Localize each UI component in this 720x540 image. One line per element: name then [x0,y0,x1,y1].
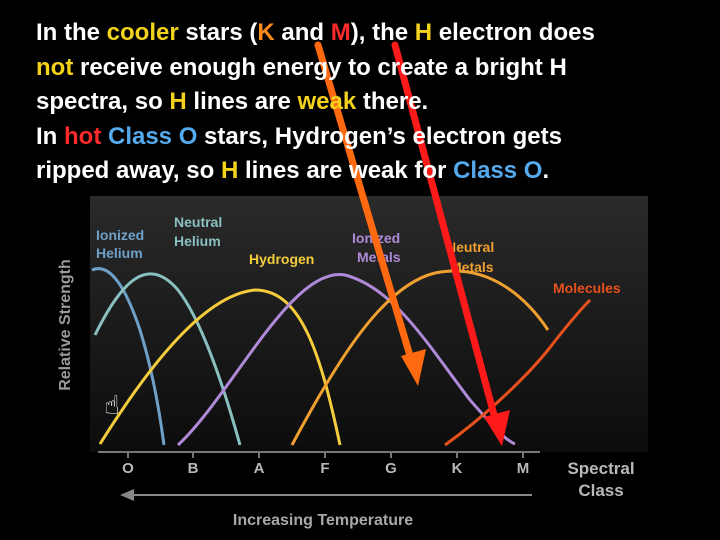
label-hydrogen: Hydrogen [249,251,314,267]
caption-text: In the cooler stars (K and M), the H ele… [36,16,706,189]
label-ionized-helium-1: Ionized [96,227,144,243]
label-neutral-metals-2: Metals [450,259,494,275]
y-axis-label: Relative Strength [57,259,74,391]
label-neutral-helium-1: Neutral [174,214,222,230]
class-label-F: F [320,460,329,477]
x-axis-label: Increasing Temperature [233,512,413,529]
temperature-arrow-head [120,489,134,501]
red-pointer-arrow-head [484,410,510,446]
orange-pointer-arrow-line [314,41,417,370]
spectral-label-1: Spectral [567,459,634,478]
curve-ionized-metals [176,273,516,447]
class-label-O: O [122,460,134,477]
caption-line-5: ripped away, so H lines are weak for Cla… [36,157,550,184]
curve-ionized-helium [91,267,166,446]
curve-molecules [444,298,592,447]
caption-line-1: In the cooler stars (K and M), the H ele… [36,19,595,46]
orange-pointer-arrow-head [401,349,426,386]
spectral-label-2: Class [578,481,623,500]
curve-neutral-metals [290,269,550,446]
class-label-M: M [517,460,530,477]
class-label-G: G [385,460,397,477]
caption-line-4: In hot Class O stars, Hydrogen’s electro… [36,122,562,150]
caption-line-3: spectra, so H lines are weak there. [36,88,429,115]
label-ionized-helium-2: Helium [96,245,143,261]
class-label-B: B [188,460,199,477]
class-label-K: K [452,460,463,477]
label-neutral-metals-1: Neutral [446,239,494,255]
label-neutral-helium-2: Helium [174,233,221,249]
red-pointer-arrow-line [391,41,501,430]
curve-hydrogen [98,288,342,446]
class-label-A: A [254,460,265,477]
label-molecules: Molecules [553,280,621,296]
caption-line-2: not receive enough energy to create a br… [36,53,567,81]
hand-pointer-icon: ☝ [104,390,120,420]
